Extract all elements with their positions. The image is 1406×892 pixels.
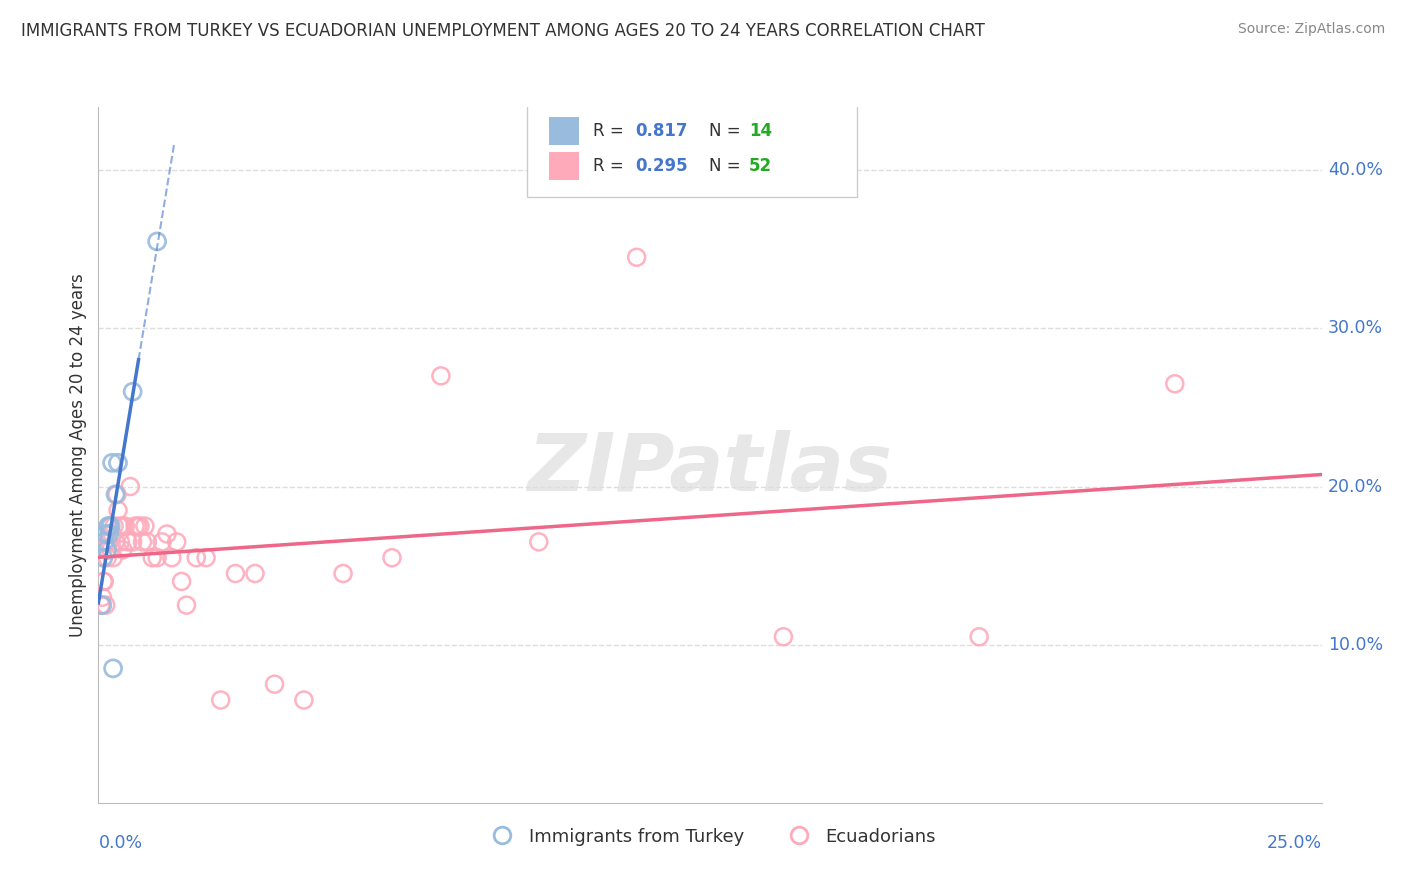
Point	[186, 550, 208, 565]
Point	[527, 534, 550, 549]
Point	[120, 479, 142, 493]
Point	[101, 661, 124, 675]
Point	[170, 574, 193, 589]
Text: 25.0%: 25.0%	[1267, 834, 1322, 852]
Point	[91, 598, 114, 612]
Point	[111, 542, 134, 557]
Point	[104, 534, 127, 549]
Point	[1164, 376, 1187, 391]
Point	[114, 519, 136, 533]
Point	[195, 550, 218, 565]
Point	[141, 550, 163, 565]
Point	[176, 598, 198, 612]
Text: 10.0%: 10.0%	[1327, 636, 1384, 654]
Point	[96, 550, 118, 565]
Point	[166, 534, 188, 549]
Point	[156, 527, 179, 541]
Text: 52: 52	[749, 157, 772, 175]
Bar	[548, 153, 579, 180]
Text: Source: ZipAtlas.com: Source: ZipAtlas.com	[1237, 22, 1385, 37]
Point	[332, 566, 354, 581]
Point	[101, 527, 124, 541]
Point	[243, 566, 266, 581]
Text: R =: R =	[592, 122, 628, 140]
Text: 30.0%: 30.0%	[1327, 319, 1384, 337]
Point	[209, 693, 232, 707]
Text: ZIPatlas: ZIPatlas	[527, 430, 893, 508]
Text: N =: N =	[709, 122, 745, 140]
Point	[146, 550, 169, 565]
Point	[105, 487, 128, 501]
Point	[127, 519, 149, 533]
Point	[108, 519, 131, 533]
Point	[263, 677, 285, 691]
Point	[131, 534, 153, 549]
Point	[93, 534, 115, 549]
Point	[224, 566, 246, 581]
Point	[104, 487, 127, 501]
Point	[97, 519, 120, 533]
Point	[101, 456, 124, 470]
Text: 0.295: 0.295	[636, 157, 688, 175]
Point	[94, 598, 117, 612]
Point	[150, 534, 173, 549]
Text: 14: 14	[749, 122, 772, 140]
Point	[626, 250, 648, 264]
Point	[100, 542, 122, 557]
Point	[98, 527, 121, 541]
Point	[146, 235, 169, 249]
Point	[91, 591, 114, 605]
Point	[91, 574, 114, 589]
Point	[430, 368, 453, 383]
Text: 0.0%: 0.0%	[98, 834, 142, 852]
Point	[91, 550, 114, 565]
Text: N =: N =	[709, 157, 745, 175]
Point	[117, 534, 139, 549]
Point	[98, 519, 121, 533]
Point	[121, 534, 143, 549]
Legend: Immigrants from Turkey, Ecuadorians: Immigrants from Turkey, Ecuadorians	[477, 821, 943, 853]
Point	[101, 550, 124, 565]
Point	[124, 519, 146, 533]
Point	[160, 550, 183, 565]
Text: IMMIGRANTS FROM TURKEY VS ECUADORIAN UNEMPLOYMENT AMONG AGES 20 TO 24 YEARS CORR: IMMIGRANTS FROM TURKEY VS ECUADORIAN UNE…	[21, 22, 986, 40]
Point	[94, 527, 117, 541]
Point	[93, 574, 115, 589]
Text: 0.817: 0.817	[636, 122, 688, 140]
Bar	[548, 118, 579, 145]
Point	[136, 534, 159, 549]
Point	[772, 630, 794, 644]
Point	[292, 693, 315, 707]
Text: 20.0%: 20.0%	[1327, 477, 1384, 496]
Text: R =: R =	[592, 157, 628, 175]
Point	[110, 534, 132, 549]
Point	[381, 550, 404, 565]
Point	[97, 534, 120, 549]
FancyBboxPatch shape	[526, 100, 856, 197]
Point	[96, 542, 118, 557]
Point	[107, 456, 129, 470]
Text: 40.0%: 40.0%	[1327, 161, 1382, 179]
Point	[100, 519, 122, 533]
Point	[129, 519, 152, 533]
Point	[121, 384, 143, 399]
Point	[90, 598, 112, 612]
Point	[107, 503, 129, 517]
Point	[134, 519, 156, 533]
Y-axis label: Unemployment Among Ages 20 to 24 years: Unemployment Among Ages 20 to 24 years	[69, 273, 87, 637]
Point	[111, 519, 134, 533]
Point	[967, 630, 990, 644]
Point	[103, 519, 125, 533]
